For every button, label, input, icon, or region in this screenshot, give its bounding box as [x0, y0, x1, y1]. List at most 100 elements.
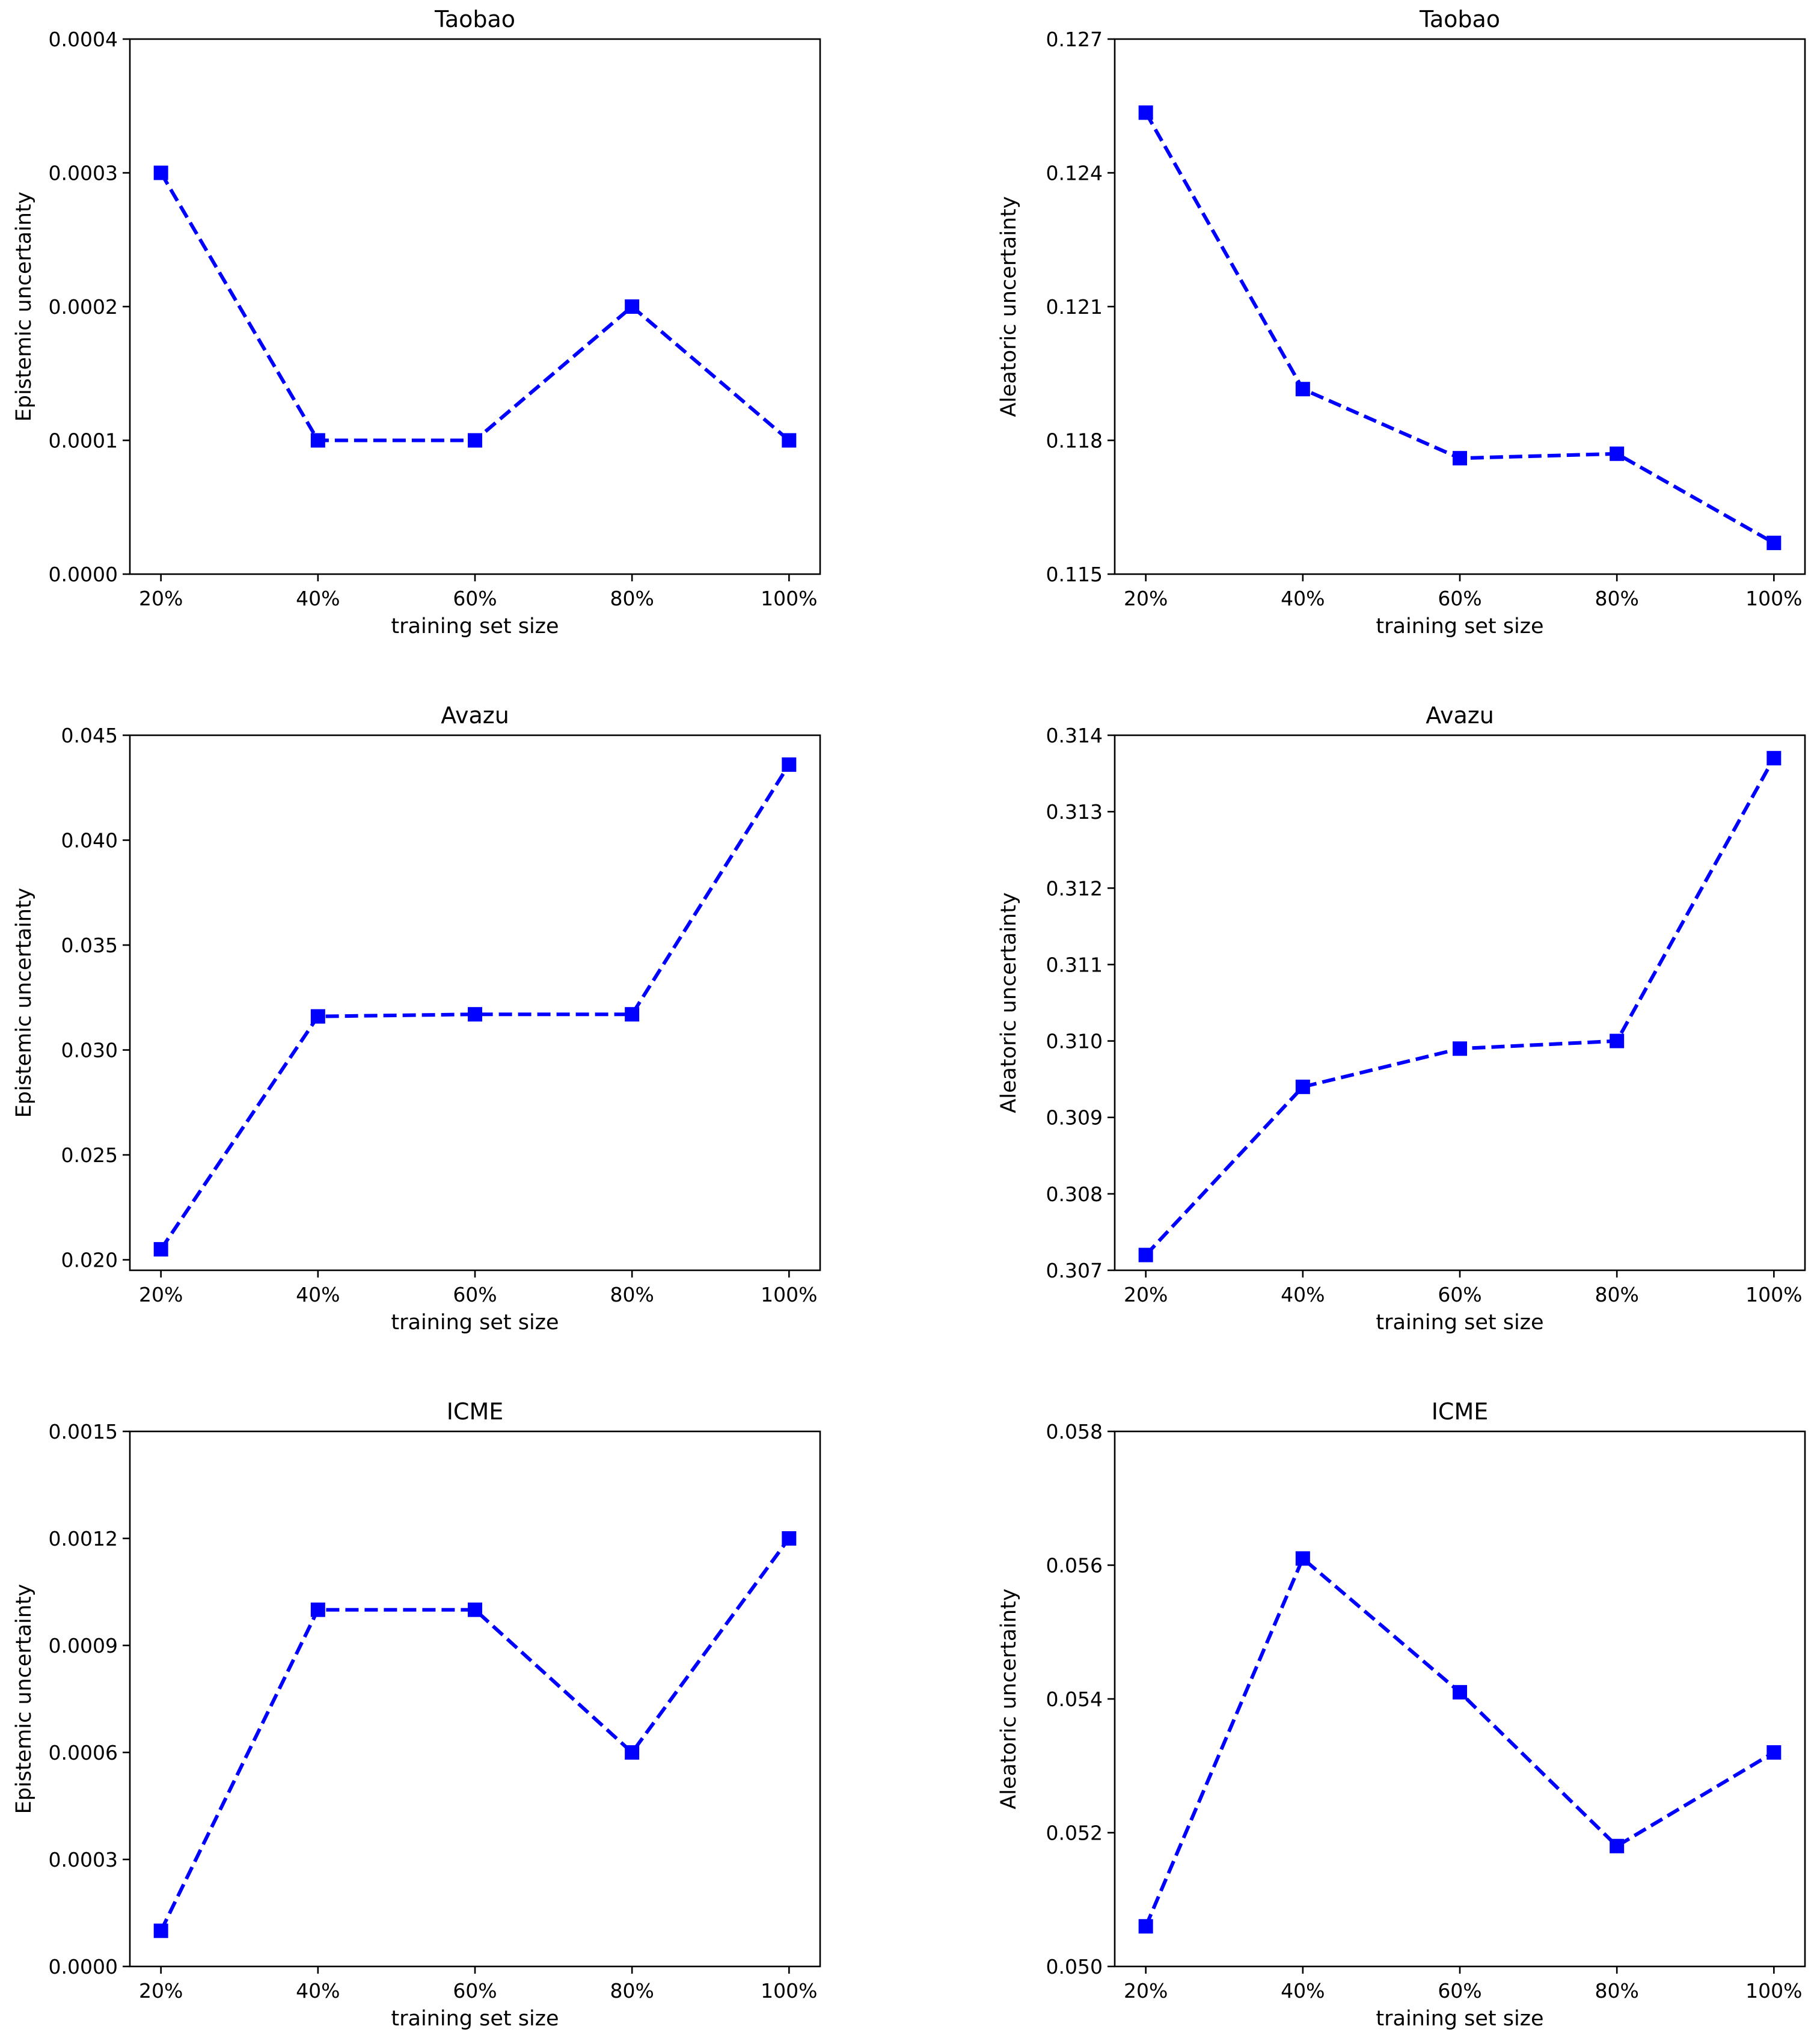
y-tick-label: 0.0009 [49, 1634, 118, 1657]
series-line [159, 763, 791, 1250]
x-tick-label: 100% [1745, 1979, 1802, 2003]
y-tick-label: 0.0004 [49, 28, 118, 51]
data-point [1610, 1838, 1625, 1853]
y-tick-label: 0.040 [61, 829, 118, 852]
data-point [1766, 751, 1782, 766]
data-point [153, 165, 168, 180]
data-point [310, 1009, 325, 1024]
y-tick-label: 0.0015 [49, 1420, 118, 1443]
x-tick-label: 20% [139, 587, 183, 610]
x-tick-label: 100% [1745, 587, 1802, 610]
data-point [468, 433, 482, 448]
y-tick-label: 0.056 [1046, 1554, 1103, 1577]
y-tick-label: 0.054 [1046, 1688, 1103, 1711]
data-point [1295, 382, 1310, 397]
data-point [1610, 1033, 1625, 1048]
data-point [782, 757, 797, 772]
plot-frame [1114, 734, 1806, 1271]
y-tick-label: 0.030 [61, 1039, 118, 1062]
series-line [159, 171, 791, 442]
y-tick-label: 0.307 [1046, 1259, 1103, 1282]
data-point [468, 1007, 482, 1022]
y-axis-label: Aleatoric uncertainty [997, 892, 1021, 1113]
x-tick-label: 20% [139, 1283, 183, 1306]
x-tick-label: 40% [1281, 1979, 1325, 2003]
y-tick-label: 0.310 [1046, 1030, 1103, 1053]
data-point [1295, 1551, 1310, 1566]
x-tick-label: 60% [1438, 587, 1481, 610]
chart-title: Avazu [441, 702, 509, 729]
data-point [1295, 1079, 1310, 1094]
x-axis-label: training set size [1376, 2007, 1543, 2031]
x-tick-label: 100% [761, 587, 817, 610]
y-tick-label: 0.0003 [49, 1848, 118, 1871]
chart-panel-2: Taobao 20% 40% 60% 80% 100% 0.115 0.118 0.121 0.1… [997, 6, 1806, 638]
x-axis-label: training set size [1376, 1311, 1543, 1335]
x-tick-label: 60% [453, 587, 497, 610]
x-tick-label: 20% [1124, 587, 1168, 610]
y-axis-label: Epistemic uncertainty [12, 888, 36, 1118]
data-point [625, 1745, 640, 1760]
y-tick-label: 0.124 [1046, 162, 1103, 185]
y-tick-label: 0.121 [1046, 295, 1103, 319]
x-tick-label: 40% [296, 587, 340, 610]
x-tick-label: 60% [1438, 1283, 1481, 1306]
data-point [1766, 1745, 1782, 1760]
y-tick-label: 0.313 [1046, 800, 1103, 824]
y-tick-label: 0.0001 [49, 429, 118, 453]
x-tick-label: 100% [1745, 1283, 1802, 1306]
series-line [1144, 1556, 1775, 1927]
data-point [782, 433, 797, 448]
x-tick-label: 80% [610, 587, 654, 610]
y-axis-label: Aleatoric uncertainty [997, 1588, 1021, 1809]
x-tick-label: 80% [1595, 1283, 1638, 1306]
series-line [1144, 757, 1776, 1256]
y-tick-label: 0.0002 [49, 295, 118, 319]
y-tick-label: 0.308 [1046, 1183, 1103, 1206]
chart-title: Avazu [1426, 702, 1494, 729]
x-tick-label: 80% [1595, 1979, 1638, 2003]
data-point [1453, 1685, 1467, 1700]
x-axis-label: training set size [391, 1311, 559, 1335]
y-tick-label: 0.0000 [49, 563, 118, 586]
x-tick-label: 20% [1124, 1283, 1168, 1306]
chart-panel-4: Avazu 20% 40% 60% 80% 100% 0.307 0.308 0.309 0.31… [997, 702, 1806, 1335]
y-tick-label: 0.309 [1046, 1106, 1103, 1130]
plot-frame [129, 1430, 821, 1968]
data-point [1138, 1919, 1153, 1934]
y-tick-label: 0.312 [1046, 877, 1103, 900]
y-tick-label: 0.058 [1046, 1420, 1103, 1443]
data-point [782, 1531, 797, 1546]
x-tick-label: 80% [610, 1979, 654, 2003]
x-axis-label: training set size [1376, 614, 1543, 638]
y-tick-label: 0.052 [1046, 1822, 1103, 1845]
y-tick-label: 0.035 [61, 934, 118, 957]
chart-title: Taobao [1419, 6, 1500, 32]
y-tick-label: 0.050 [1046, 1955, 1103, 1978]
data-point [1138, 1247, 1153, 1262]
series-line [159, 1537, 791, 1932]
data-point [625, 1007, 640, 1022]
data-point [1453, 1041, 1467, 1056]
y-tick-label: 0.025 [61, 1143, 118, 1167]
x-axis-label: training set size [391, 2007, 559, 2031]
y-tick-label: 0.0003 [49, 162, 118, 185]
x-tick-label: 80% [1595, 587, 1638, 610]
plot-frame [1114, 38, 1806, 575]
x-tick-label: 40% [1281, 587, 1325, 610]
x-axis-label: training set size [391, 614, 559, 638]
y-tick-label: 0.311 [1046, 953, 1103, 976]
data-point [310, 1602, 325, 1617]
y-tick-label: 0.0012 [49, 1527, 118, 1550]
y-axis-label: Aleatoric uncertainty [997, 196, 1021, 417]
y-tick-label: 0.115 [1046, 563, 1103, 586]
data-point [1138, 105, 1153, 120]
x-tick-label: 40% [296, 1979, 340, 2003]
data-point [153, 1923, 168, 1938]
data-point [468, 1602, 482, 1617]
chart-panel-6: ICME 20% 40% 60% 80% 100% 0.050 0.052 0.054 0.056… [997, 1398, 1806, 2031]
x-tick-label: 60% [1438, 1979, 1481, 2003]
y-tick-label: 0.314 [1046, 724, 1103, 747]
y-tick-label: 0.045 [61, 724, 118, 747]
